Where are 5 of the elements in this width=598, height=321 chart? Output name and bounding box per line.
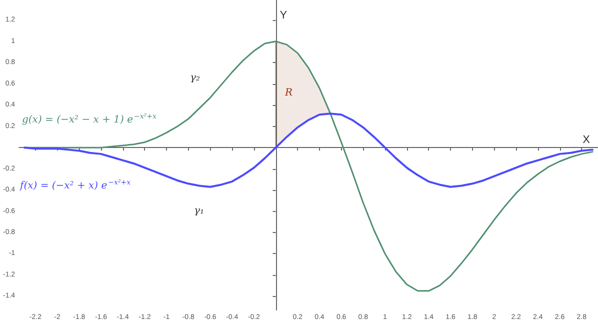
annotation: γ₁ (194, 206, 204, 216)
annotation: γ₂ (190, 72, 200, 84)
y-axis-title: Y (280, 10, 288, 22)
x-axis-title: X (582, 134, 591, 146)
annotation: R (284, 88, 293, 98)
